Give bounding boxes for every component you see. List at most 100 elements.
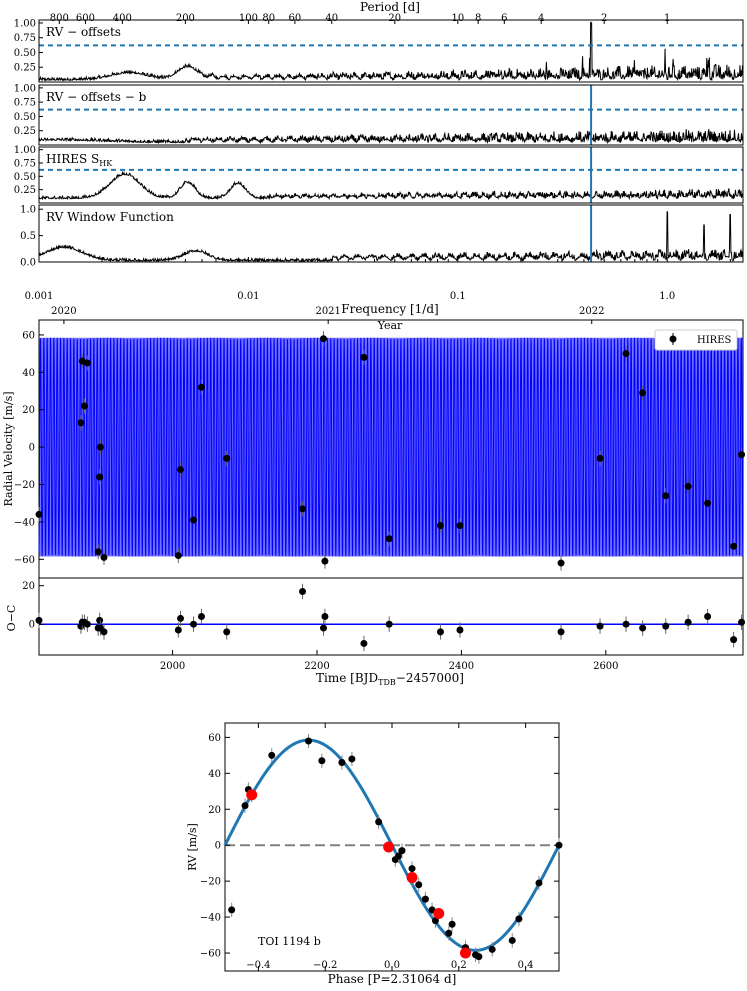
rv-point [639, 389, 647, 397]
phase-binned-point [383, 841, 395, 853]
periodogram-panel-frame [38, 84, 744, 146]
y-tick-label: 0.50 [14, 112, 36, 123]
rv-y-tick-label: 20 [22, 405, 35, 416]
phase-point [338, 759, 346, 767]
y-tick-label: 0.75 [14, 159, 36, 170]
residual-point [622, 620, 630, 628]
rv-model-envelope [39, 337, 743, 557]
residual-data-points [35, 583, 746, 652]
rv-point [77, 419, 85, 427]
phase-y-tick-label: −40 [200, 913, 221, 924]
legend-box [654, 329, 738, 351]
phase-binned-point [433, 907, 445, 919]
residual-point [197, 613, 205, 620]
periodogram-panel-label: RV − offsets [46, 25, 121, 39]
residual-point [639, 624, 647, 632]
legend-label: HIRES [697, 335, 732, 346]
rv-point [738, 451, 746, 459]
phase-point [268, 751, 276, 759]
y-tick-label: 0.25 [14, 63, 36, 74]
residual-point [730, 636, 738, 644]
residual-point [385, 620, 393, 628]
residual-point [662, 622, 670, 630]
y-tick-label: 1.00 [14, 18, 36, 29]
rv-point [730, 542, 738, 550]
rv-point [197, 383, 205, 391]
period-axis-ticks: 800 600 400 200 100 80 60 40 20 10 8 6 4 2 1 [50, 13, 670, 24]
periodogram-panel-4: RV Window Function 0.0 0.5 1.0 [20, 204, 744, 269]
phase-point [375, 818, 383, 826]
y-tick-label: 0.50 [14, 172, 36, 183]
time-tick-label: 2600 [593, 661, 618, 672]
residual-point [321, 613, 329, 620]
phase-binned-point [246, 789, 258, 801]
residual-point [319, 624, 327, 632]
residual-plot-frame [38, 577, 744, 656]
phase-point [421, 895, 429, 903]
phase-y-tick-label: −60 [200, 949, 221, 960]
phase-point [508, 936, 516, 944]
phase-x-tick-label: 0.4 [518, 960, 534, 971]
residual-point [100, 628, 108, 636]
period-tick-label: 4 [538, 13, 544, 24]
periodogram-panel-frame [38, 146, 744, 204]
phase-point [431, 917, 439, 925]
rv-point [385, 535, 393, 543]
phase-x-axis-label: Phase [P=2.31064 d] [328, 972, 457, 986]
y-tick-label: 0.75 [14, 33, 36, 44]
period-tick-label: 100 [239, 13, 258, 24]
phase-y-tick-label: 40 [208, 769, 221, 780]
residual-point [436, 628, 444, 636]
residual-point [596, 622, 604, 630]
frequency-axis-title: Frequency [1/d] [341, 302, 438, 316]
phase-point [318, 757, 326, 765]
y-tick-label: 0.75 [14, 98, 36, 109]
phase-point [395, 852, 403, 860]
year-tick-label: 2022 [579, 306, 604, 317]
residual-point [684, 618, 692, 626]
rv-point [321, 557, 329, 565]
rv-model-curve [38, 337, 744, 557]
residual-point [35, 616, 43, 624]
phase-point [228, 906, 236, 914]
rv-timeseries-figure: Year 2020 2021 2022 −60 −40 −20 0 20 40 60 Radia… [2, 306, 746, 687]
frequency-axis-ticks: 0.001 0.01 0.1 1.0 [25, 257, 731, 302]
rv-point [704, 499, 712, 507]
rv-point [557, 559, 565, 567]
phase-point [408, 865, 416, 873]
rv-point [299, 505, 307, 513]
y-tick-label: 0.50 [14, 48, 36, 59]
rv-legend: HIRES [654, 329, 738, 351]
phase-point [515, 915, 523, 923]
phase-point [445, 929, 453, 937]
period-tick-label: 200 [176, 13, 195, 24]
period-tick-label: 2 [601, 13, 607, 24]
periodogram-panel-frame [38, 19, 744, 83]
phase-y-axis-label: RV [m/s] [186, 823, 199, 871]
rv-y-tick-label: −40 [14, 517, 35, 528]
y-tick-label: 1.0 [20, 205, 36, 216]
phase-y-tick-label: 20 [208, 805, 221, 816]
phase-point [241, 802, 249, 810]
phase-y-tick-label: 60 [208, 733, 221, 744]
periodogram-power-line [38, 170, 744, 201]
periodogram-panel-frame [38, 204, 744, 263]
periodogram-panel-2: RV − offsets − b 0.25 0.50 0.75 1.00 [14, 83, 744, 146]
periodogram-panel-1: RV − offsets 0.25 0.50 0.75 1.00 [14, 18, 744, 83]
rv-point [596, 454, 604, 462]
phase-x-tick-label: −0.4 [246, 960, 270, 971]
phase-point [488, 945, 496, 953]
periodogram-figure: Period [d] 800 600 400 200 100 80 60 40 20 10 8 6 4 2… [14, 0, 744, 316]
phase-x-tick-label: 0.2 [451, 960, 467, 971]
period-tick-label: 6 [501, 13, 507, 24]
residual-point [83, 620, 91, 628]
phase-y-tick-label: −20 [200, 877, 221, 888]
residual-point [174, 626, 182, 634]
rv-point [96, 473, 104, 481]
time-tick-label: 2200 [304, 661, 329, 672]
period-tick-label: 8 [475, 13, 481, 24]
periodogram-panel-label: HIRES SHK [46, 152, 113, 168]
rv-point [436, 522, 444, 530]
year-axis-title: Year [377, 319, 403, 332]
